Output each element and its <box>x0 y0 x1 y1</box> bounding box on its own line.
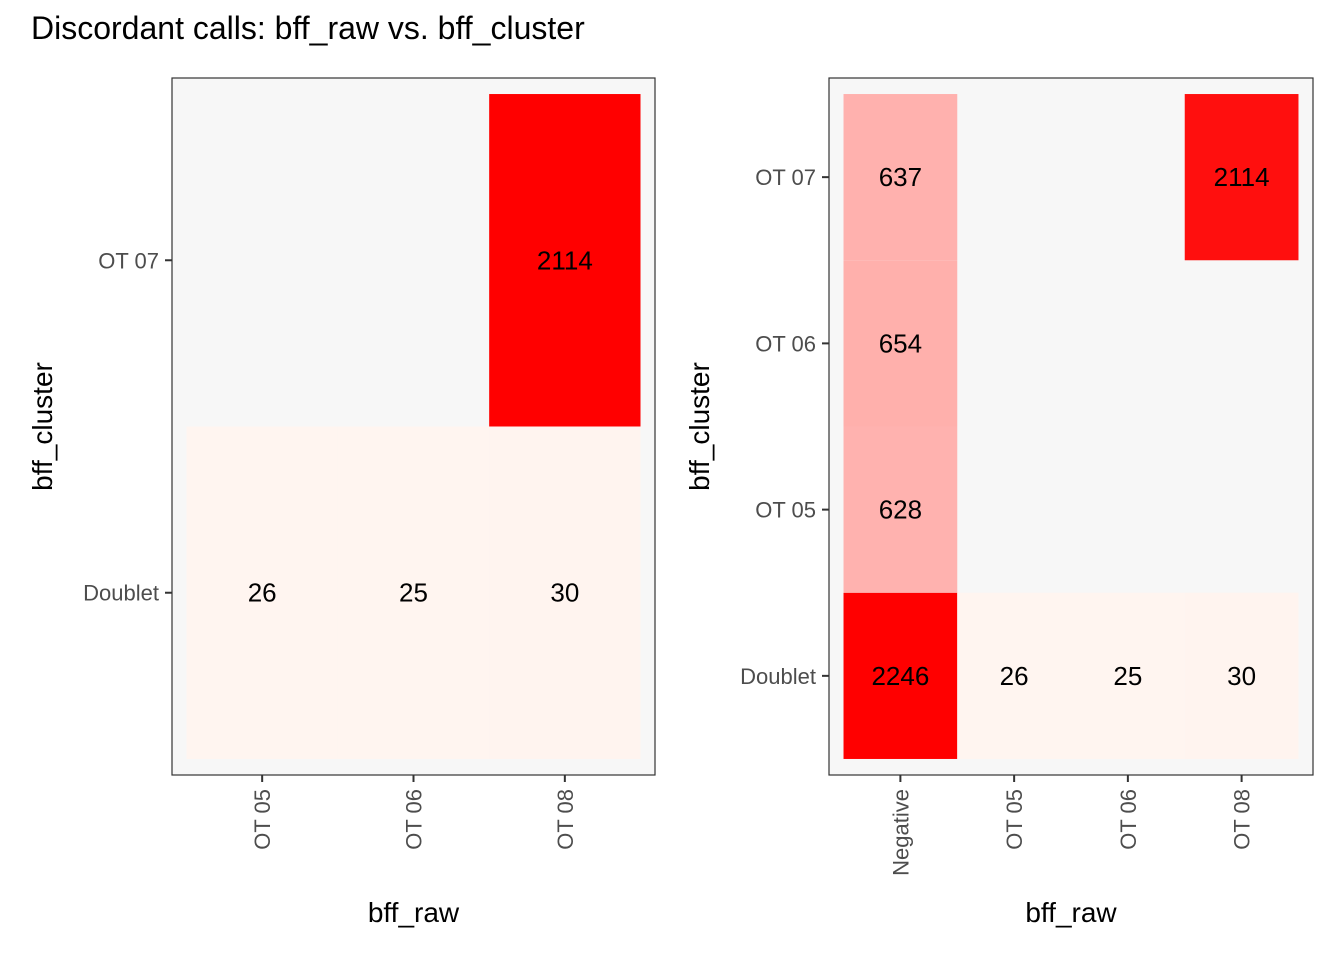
heatmap-panel-1: 26 25 30 2114 Doublet OT 07 OT 05 OT 06 OT 08 bff… <box>27 77 656 928</box>
cell-value-label: 26 <box>1000 661 1029 691</box>
x-axis-title: bff_raw <box>368 897 460 928</box>
x-tick-label: OT 08 <box>1230 789 1255 850</box>
heatmap-cell <box>1071 592 1185 759</box>
cell-value-label: 25 <box>399 578 428 608</box>
x-tick-label: OT 06 <box>402 789 427 850</box>
cell-value-label: 25 <box>1113 661 1142 691</box>
y-tick-label: OT 06 <box>755 331 816 356</box>
heatmap-cell <box>957 592 1071 759</box>
y-tick-label: OT 05 <box>755 498 816 523</box>
y-tick-label: OT 07 <box>98 248 159 273</box>
heatmap-cell <box>1184 592 1299 759</box>
heatmap-panel-2: 2246 628 654 637 26 25 30 2114 Doublet OT 05 OT 06… <box>684 77 1314 928</box>
y-axis-title: bff_cluster <box>684 362 715 491</box>
heatmap-cell <box>489 94 641 427</box>
x-axis-title: bff_raw <box>1025 897 1117 928</box>
y-axis-title: bff_cluster <box>27 362 58 491</box>
heatmap-cell <box>489 426 641 759</box>
cell-value-label: 30 <box>550 578 579 608</box>
panel-border <box>828 77 1314 776</box>
heatmap-cell <box>1184 94 1299 261</box>
heatmap-cell <box>337 426 490 759</box>
cell-value-label: 2246 <box>871 661 929 691</box>
cell-value-label: 2114 <box>1214 162 1270 192</box>
heatmap-cell <box>843 426 958 593</box>
heatmap-cell <box>843 592 958 759</box>
cell-value-label: 628 <box>879 495 922 525</box>
y-tick-label: OT 07 <box>755 165 816 190</box>
x-tick-label: OT 06 <box>1116 789 1141 850</box>
x-tick-label: Negative <box>888 789 913 876</box>
heatmap-cell <box>843 260 958 427</box>
x-tick-label: OT 08 <box>553 789 578 850</box>
heatmap-cell <box>843 94 958 261</box>
x-tick-label: OT 05 <box>1002 789 1027 850</box>
y-tick-label: Doublet <box>83 581 159 606</box>
cell-value-label: 30 <box>1227 661 1256 691</box>
cell-value-label: 654 <box>879 328 922 358</box>
chart-title: Discordant calls: bff_raw vs. bff_cluste… <box>31 10 585 46</box>
cell-value-label: 26 <box>248 578 277 608</box>
x-tick-label: OT 05 <box>250 789 275 850</box>
cell-value-label: 637 <box>879 162 922 192</box>
y-tick-label: Doublet <box>740 664 816 689</box>
cell-value-label: 2114 <box>537 245 593 275</box>
heatmap-cell <box>186 426 338 759</box>
